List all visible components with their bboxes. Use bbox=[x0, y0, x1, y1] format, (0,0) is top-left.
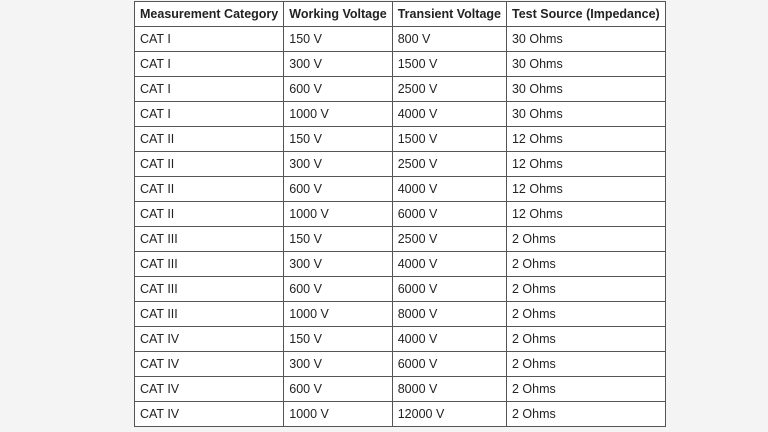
table-row: CAT I 600 V 2500 V 30 Ohms bbox=[133, 76, 666, 102]
table-cell: 12 Ohms bbox=[505, 176, 666, 202]
table-cell: CAT IV bbox=[133, 376, 285, 402]
column-header: Measurement Category bbox=[133, 1, 285, 27]
table-row: CAT II 150 V 1500 V 12 Ohms bbox=[133, 126, 666, 152]
table-cell: 2500 V bbox=[391, 151, 507, 177]
table-cell: 12 Ohms bbox=[505, 126, 666, 152]
table-cell: CAT II bbox=[133, 176, 285, 202]
table-cell: 300 V bbox=[283, 351, 393, 377]
table-cell: CAT I bbox=[133, 76, 285, 102]
column-header: Working Voltage bbox=[283, 1, 393, 27]
table-cell: CAT III bbox=[133, 301, 285, 327]
table-cell: 2 Ohms bbox=[505, 276, 666, 302]
table-cell: 600 V bbox=[283, 376, 393, 402]
table-cell: 12 Ohms bbox=[505, 151, 666, 177]
table-cell: 2 Ohms bbox=[505, 326, 666, 352]
table-cell: CAT II bbox=[133, 201, 285, 227]
table-cell: 30 Ohms bbox=[505, 51, 666, 77]
table-cell: 30 Ohms bbox=[505, 76, 666, 102]
table-cell: 1000 V bbox=[283, 301, 393, 327]
table-cell: 8000 V bbox=[391, 301, 507, 327]
table-row: CAT I 1000 V 4000 V 30 Ohms bbox=[133, 101, 666, 127]
column-header: Test Source (Impedance) bbox=[505, 1, 666, 27]
table-cell: 600 V bbox=[283, 176, 393, 202]
table-cell: CAT IV bbox=[133, 351, 285, 377]
table-cell: 150 V bbox=[283, 326, 393, 352]
table-cell: 150 V bbox=[283, 26, 393, 52]
table-cell: 4000 V bbox=[391, 251, 507, 277]
table-cell: 1000 V bbox=[283, 401, 393, 427]
table-row: CAT I 300 V 1500 V 30 Ohms bbox=[133, 51, 666, 77]
table-cell: 12 Ohms bbox=[505, 201, 666, 227]
table-cell: 8000 V bbox=[391, 376, 507, 402]
table-cell: 150 V bbox=[283, 226, 393, 252]
table-cell: 300 V bbox=[283, 251, 393, 277]
table-cell: 1500 V bbox=[391, 126, 507, 152]
table-cell: 2 Ohms bbox=[505, 301, 666, 327]
table-cell: 600 V bbox=[283, 76, 393, 102]
table-cell: CAT I bbox=[133, 51, 285, 77]
table-cell: 6000 V bbox=[391, 201, 507, 227]
table-cell: 1000 V bbox=[283, 101, 393, 127]
table-cell: CAT IV bbox=[133, 401, 285, 427]
table-cell: 4000 V bbox=[391, 326, 507, 352]
measurement-category-table: Measurement Category Working Voltage Trans… bbox=[133, 1, 666, 427]
table-row: CAT II 300 V 2500 V 12 Ohms bbox=[133, 151, 666, 177]
table-cell: 2 Ohms bbox=[505, 251, 666, 277]
table-cell: 30 Ohms bbox=[505, 26, 666, 52]
header-row: Measurement Category Working Voltage Trans… bbox=[133, 1, 666, 27]
table-cell: CAT II bbox=[133, 126, 285, 152]
column-header: Transient Voltage bbox=[391, 1, 507, 27]
table-cell: CAT III bbox=[133, 276, 285, 302]
table-cell: 2 Ohms bbox=[505, 401, 666, 427]
table-cell: 2 Ohms bbox=[505, 226, 666, 252]
table-cell: CAT IV bbox=[133, 326, 285, 352]
table-cell: CAT II bbox=[133, 151, 285, 177]
table-cell: 1500 V bbox=[391, 51, 507, 77]
table-cell: CAT I bbox=[133, 26, 285, 52]
table-cell: CAT III bbox=[133, 226, 285, 252]
table-cell: 4000 V bbox=[391, 101, 507, 127]
table-cell: CAT I bbox=[133, 101, 285, 127]
table-cell: 1000 V bbox=[283, 201, 393, 227]
table-cell: 600 V bbox=[283, 276, 393, 302]
table-cell: 150 V bbox=[283, 126, 393, 152]
table-row: CAT II 600 V 4000 V 12 Ohms bbox=[133, 176, 666, 202]
table-row: CAT I 150 V 800 V 30 Ohms bbox=[133, 26, 666, 52]
table-cell: 4000 V bbox=[391, 176, 507, 202]
table-cell: 2500 V bbox=[391, 76, 507, 102]
table-cell: 800 V bbox=[391, 26, 507, 52]
table-cell: 300 V bbox=[283, 51, 393, 77]
table-cell: 300 V bbox=[283, 151, 393, 177]
table-cell: CAT III bbox=[133, 251, 285, 277]
table-cell: 12000 V bbox=[391, 401, 507, 427]
table-cell: 30 Ohms bbox=[505, 101, 666, 127]
table-cell: 2 Ohms bbox=[505, 376, 666, 402]
table-cell: 6000 V bbox=[391, 276, 507, 302]
table-cell: 2 Ohms bbox=[505, 351, 666, 377]
table-cell: 2500 V bbox=[391, 226, 507, 252]
table-cell: 6000 V bbox=[391, 351, 507, 377]
table-row: CAT II 1000 V 6000 V 12 Ohms bbox=[133, 201, 666, 227]
